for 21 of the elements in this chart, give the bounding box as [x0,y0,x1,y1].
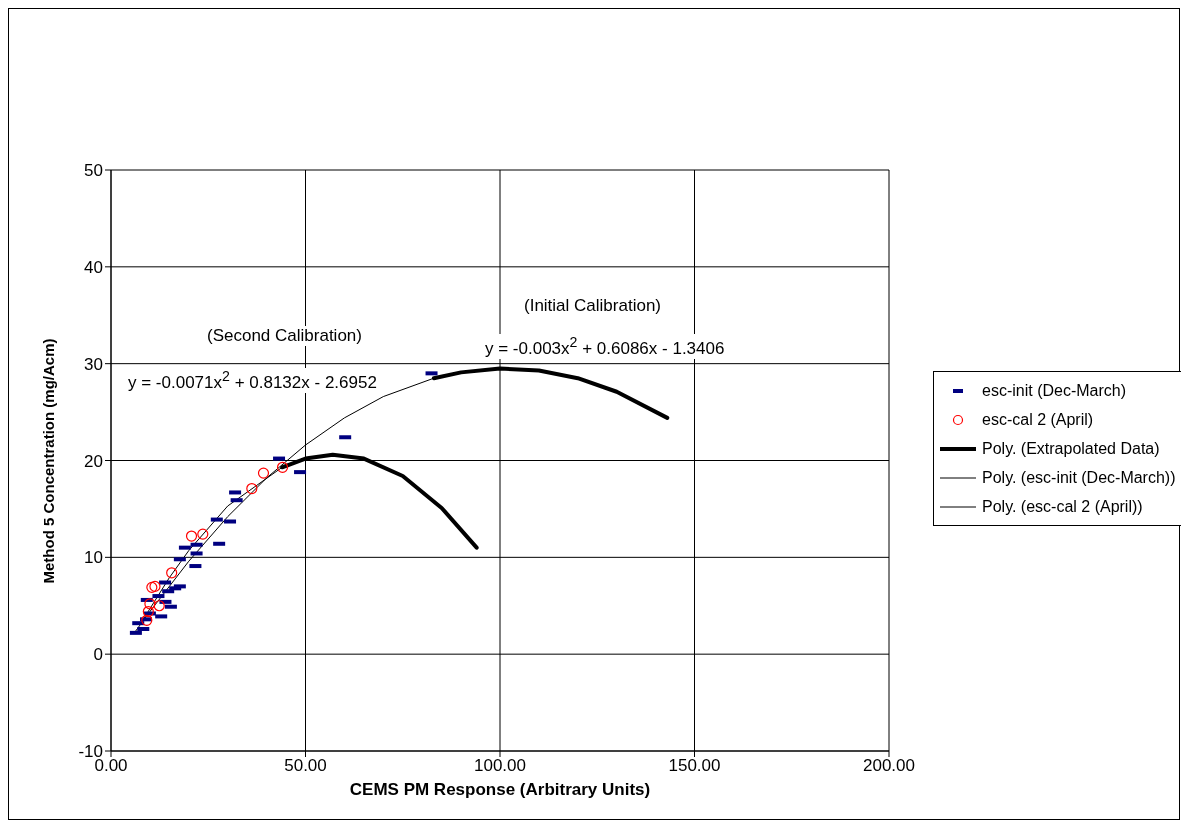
x-tick-label: 200.00 [863,756,915,776]
x-tick-label: 100.00 [474,756,526,776]
legend-label: esc-init (Dec-March) [982,381,1127,400]
y-tick-label: 20 [84,451,103,471]
x-tick-label: 150.00 [668,756,721,776]
annotation: (Initial Calibration) [522,296,663,316]
legend-label: Poly. (esc-init (Dec-March)) [982,468,1176,487]
legend-label: esc-cal 2 (April) [982,410,1094,429]
y-tick-label: 40 [84,257,103,277]
y-axis-title: Method 5 Concentration (mg/Acm) [39,337,57,584]
y-tick-label: 0 [93,645,103,665]
annotation: y = -0.0071x$^{2}$ + 0.8132x - 2.6952 [126,368,379,393]
legend-label: Poly. (esc-cal 2 (April)) [982,497,1143,516]
x-tick-label: 50.00 [284,756,327,776]
y-tick-label: 10 [84,548,103,568]
annotation: (Second Calibration) [205,326,364,346]
x-axis-title: CEMS PM Response (Arbitrary Units) [348,780,652,800]
y-tick-label: 30 [84,354,103,374]
legend-label: Poly. (Extrapolated Data) [982,439,1160,458]
y-tick-label: 50 [84,161,103,181]
annotation: y = -0.003x$^{2}$ + 0.6086x - 1.3406 [483,334,727,359]
